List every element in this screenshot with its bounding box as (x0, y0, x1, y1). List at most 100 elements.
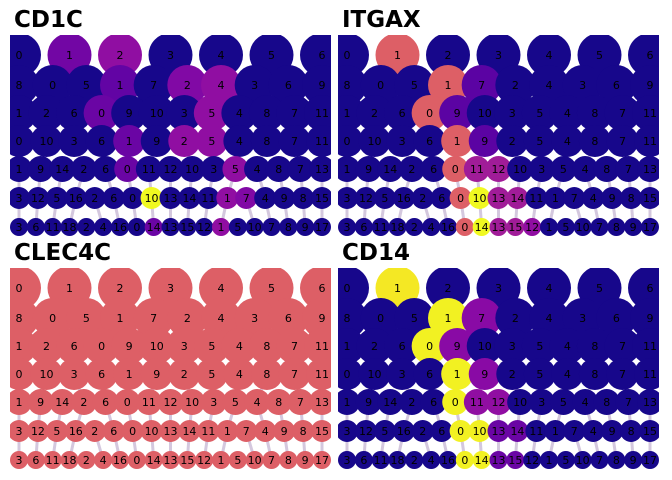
cluster-label: 5 (208, 107, 215, 120)
cluster-node (168, 358, 201, 390)
cluster-label: 5 (268, 282, 275, 295)
cluster-label: 17 (643, 454, 657, 467)
cluster-node (338, 328, 365, 364)
rank-row-5: 1 9 14 2 6 0 11 12 10 3 5 4 8 7 13 (338, 156, 659, 182)
cluster-node (228, 451, 247, 469)
cluster-label: 11 (142, 163, 156, 176)
cluster-node (523, 218, 542, 236)
cluster-label: 8 (275, 396, 282, 409)
cluster-node (32, 298, 73, 338)
cluster-node (527, 268, 571, 310)
cluster-node (472, 218, 491, 236)
cluster-node (523, 451, 542, 469)
cluster-label: 0 (461, 221, 468, 234)
cluster-node (377, 156, 404, 182)
cluster-node (166, 95, 203, 131)
cluster-label: 7 (297, 396, 304, 409)
cluster-node (161, 218, 180, 236)
cluster-label: 12 (525, 221, 539, 234)
cluster-node (601, 420, 624, 442)
cluster-label: 5 (53, 425, 60, 438)
cluster-node (133, 298, 174, 338)
cluster-label: 10 (473, 425, 487, 438)
cluster-node (56, 95, 93, 131)
cluster-node (248, 328, 285, 364)
cluster-label: 11 (46, 454, 60, 467)
cluster-label: 6 (399, 107, 406, 120)
cluster-node (197, 420, 220, 442)
cluster-label: 7 (243, 192, 250, 205)
cluster-label: 7 (150, 312, 157, 325)
cluster-node (64, 420, 87, 442)
cluster-node (582, 187, 605, 209)
cluster-label: 11 (529, 192, 543, 205)
cluster-label: 8 (263, 340, 270, 353)
cluster-label: 7 (291, 340, 298, 353)
cluster-node (441, 358, 474, 390)
cluster-node (601, 187, 624, 209)
cluster-node (302, 298, 331, 338)
cluster-node (377, 389, 404, 415)
cluster-label: 6 (32, 454, 39, 467)
cluster-node (356, 328, 393, 364)
cluster-node (354, 451, 373, 469)
cluster-node (411, 328, 448, 364)
cluster-label: 1 (16, 107, 23, 120)
cluster-node (529, 65, 569, 105)
cluster-label: 12 (164, 396, 178, 409)
cluster-label: 7 (291, 368, 298, 381)
cluster-node (468, 358, 501, 390)
cluster-label: 1 (394, 282, 401, 295)
cluster-label: 8 (285, 221, 292, 234)
cluster-label: 2 (43, 340, 50, 353)
cluster-label: 0 (124, 163, 131, 176)
cluster-node (30, 358, 63, 390)
cluster-label: 9 (281, 425, 288, 438)
cluster-label: 11 (374, 454, 388, 467)
cluster-label: 14 (55, 163, 69, 176)
cluster-node (223, 125, 256, 157)
cluster-label: 5 (232, 396, 239, 409)
cluster-node (273, 187, 296, 209)
cluster-label: 8 (591, 135, 598, 148)
cluster-node (624, 218, 643, 236)
cluster-label: 8 (16, 79, 23, 92)
cluster-label: 4 (262, 192, 269, 205)
cluster-label: 4 (546, 312, 553, 325)
rank-row-5: 1 9 14 2 6 0 11 12 10 3 5 4 8 7 13 (10, 156, 331, 182)
cluster-node (245, 218, 264, 236)
cluster-node (279, 218, 298, 236)
cluster-label: 2 (445, 49, 452, 62)
cluster-node (195, 451, 214, 469)
cluster-node (140, 358, 173, 390)
cluster-label: 6 (613, 79, 620, 92)
cluster-label: 0 (16, 282, 23, 295)
cluster-label: 7 (478, 79, 485, 92)
cluster-node (235, 420, 258, 442)
rank-row-4: 0 10 3 6 1 9 2 5 4 8 7 11 (10, 125, 331, 157)
cluster-node (472, 451, 491, 469)
cluster-label: 2 (445, 282, 452, 295)
cluster-label: 4 (428, 454, 435, 467)
cluster-node (489, 218, 508, 236)
cluster-label: 11 (470, 396, 484, 409)
cluster-label: 1 (117, 79, 124, 92)
cluster-label: 4 (262, 425, 269, 438)
cluster-label: 0 (133, 454, 140, 467)
cluster-label: 5 (53, 192, 60, 205)
cluster-label: 7 (571, 425, 578, 438)
cluster-node (630, 65, 659, 105)
cluster-node (212, 218, 230, 236)
cluster-node (578, 358, 611, 390)
cluster-node (10, 298, 39, 338)
cluster-node (506, 218, 525, 236)
cluster-label: 2 (509, 135, 516, 148)
rank-row-6: 3 12 5 16 2 6 0 10 13 14 11 1 7 4 9 8 15 (10, 420, 331, 442)
cluster-node (422, 451, 441, 469)
cluster-node (573, 451, 592, 469)
rank-row-3: 1 2 6 0 9 10 3 5 4 8 7 11 (10, 95, 331, 131)
cluster-label: 1 (66, 282, 73, 295)
cluster-node (426, 268, 470, 310)
cluster-label: 0 (457, 192, 464, 205)
